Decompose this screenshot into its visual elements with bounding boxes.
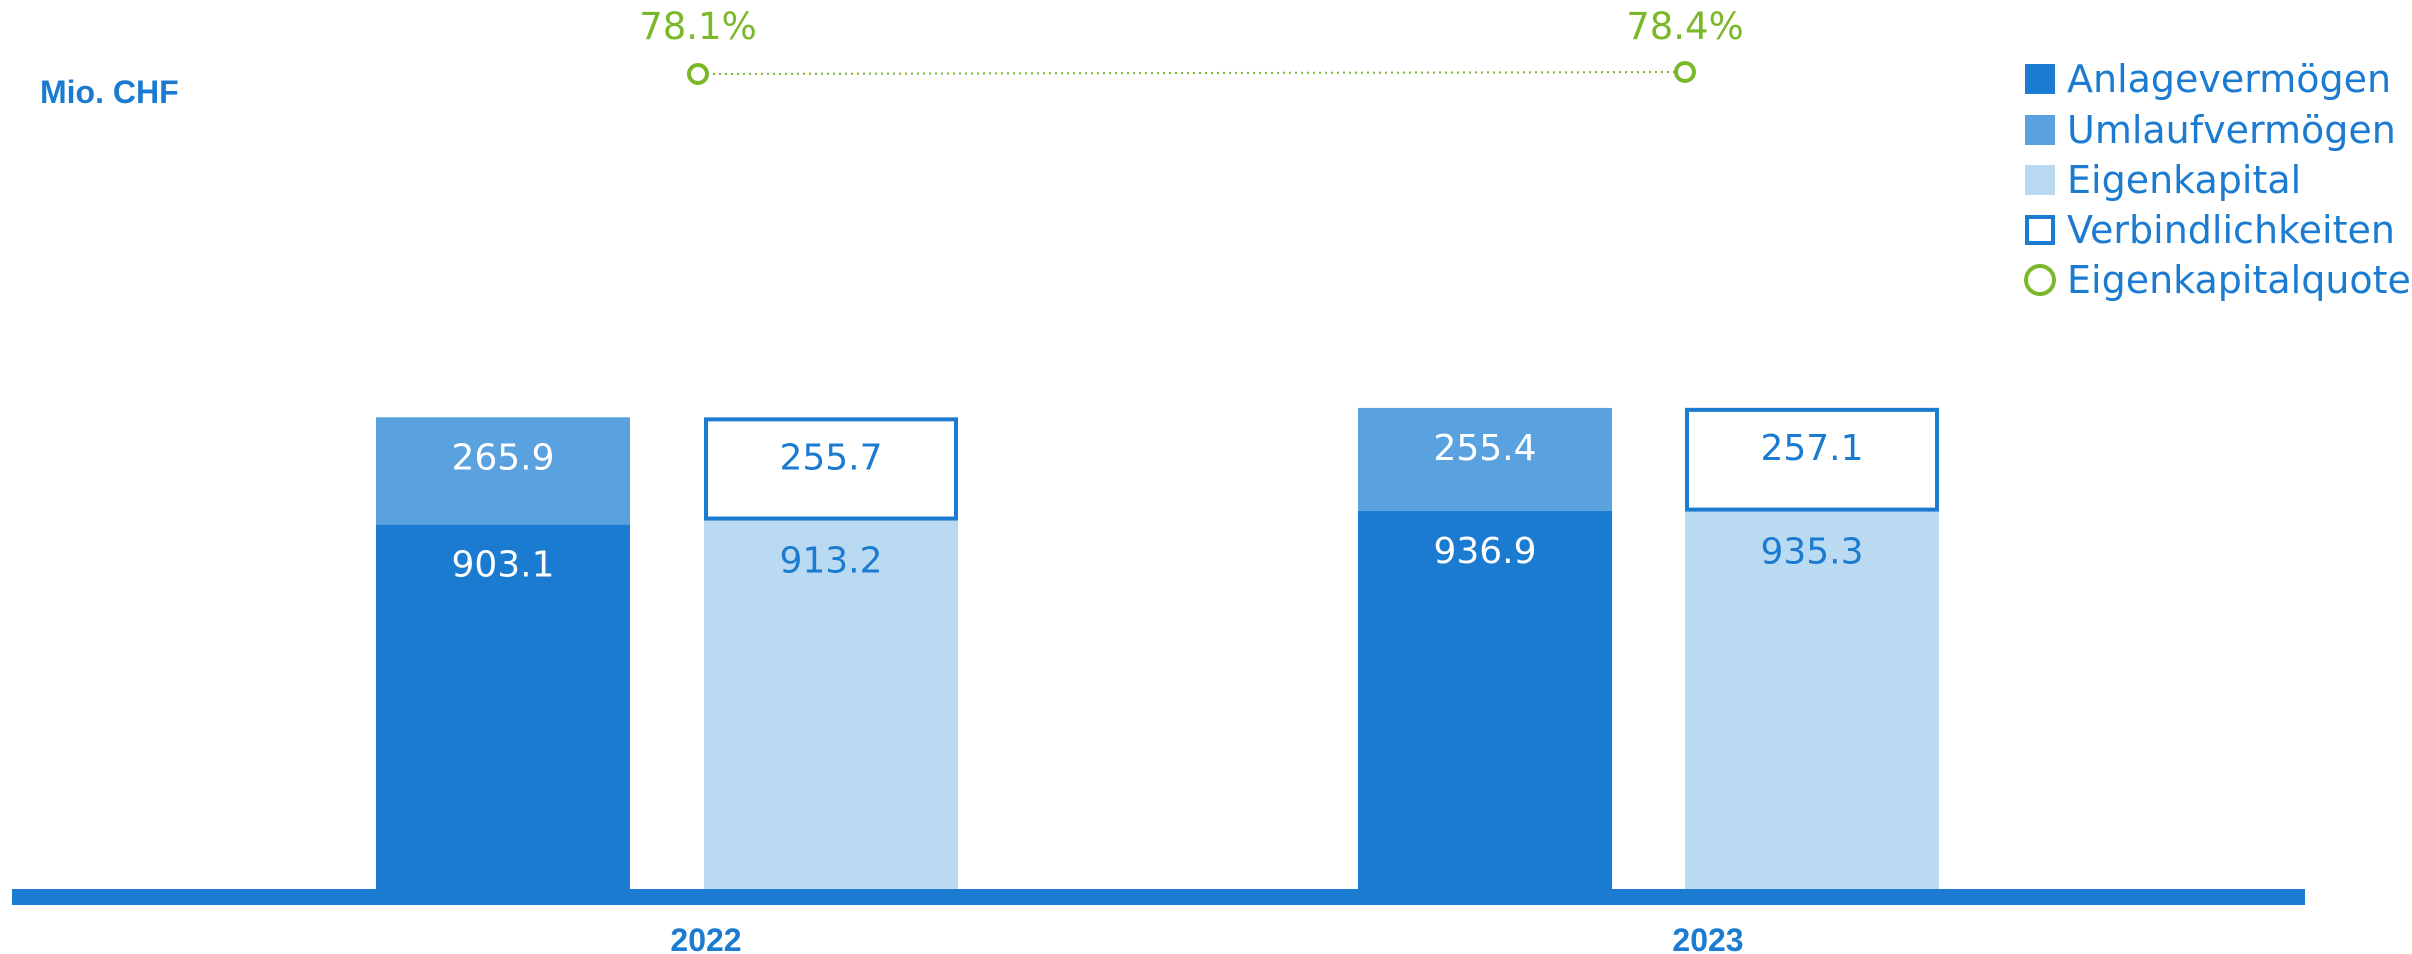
x-tick-label-2023: 2023 <box>1672 922 1743 954</box>
equity-ratio-line <box>706 71 1677 75</box>
bar-verbindlichkeiten-2023 <box>1685 407 1939 512</box>
value-label-eigenkapital-2023: 935.3 <box>1760 532 1863 573</box>
bar-umlaufvermoegen-2023 <box>1358 407 1612 511</box>
value-label-verbindlichkeiten-2022: 255.7 <box>779 437 882 478</box>
legend: Anlagevermögen Umlaufvermögen Eigenkapital… <box>2024 57 2411 302</box>
legend-swatch-eigenkapitalquote <box>2024 264 2056 296</box>
equity-ratio-point-2022 <box>687 63 709 85</box>
value-label-umlaufvermoegen-2022: 265.9 <box>451 437 554 478</box>
equity-ratio-point-2023 <box>1674 61 1696 83</box>
value-label-eigenkapital-2022: 913.2 <box>779 541 882 582</box>
category-labels: 2022 2023 <box>670 922 1743 954</box>
unit-label: Mio. CHF <box>40 74 179 110</box>
value-label-verbindlichkeiten-2023: 257.1 <box>1760 428 1863 469</box>
legend-label-verbindlichkeiten: Verbindlichkeiten <box>2067 208 2395 252</box>
bar-anlagevermoegen-2023 <box>1358 510 1612 889</box>
bar-anlagevermoegen-2022 <box>376 524 630 889</box>
bars-layer: 903.1 265.9 913.2 255.7 936.9 255.4 935.3 257.1 <box>376 407 1939 889</box>
legend-swatch-eigenkapital <box>2025 165 2055 195</box>
equity-ratio-layer: 78.1% 78.4% <box>639 5 1744 85</box>
equity-ratio-label-2023: 78.4% <box>1626 5 1744 48</box>
value-label-anlagevermoegen-2022: 903.1 <box>451 545 554 586</box>
legend-swatch-anlagevermoegen <box>2025 64 2055 94</box>
value-label-umlaufvermoegen-2023: 255.4 <box>1433 428 1536 469</box>
bar-umlaufvermoegen-2022 <box>376 417 630 525</box>
legend-label-eigenkapital: Eigenkapital <box>2067 158 2301 202</box>
bar-verbindlichkeiten-2022 <box>704 417 958 521</box>
x-axis-line <box>12 889 2305 905</box>
equity-ratio-label-2022: 78.1% <box>639 5 757 48</box>
legend-label-eigenkapitalquote: Eigenkapitalquote <box>2067 258 2411 302</box>
legend-swatch-verbindlichkeiten <box>2025 215 2055 245</box>
legend-label-umlaufvermoegen: Umlaufvermögen <box>2067 108 2396 152</box>
value-label-anlagevermoegen-2023: 936.9 <box>1433 531 1536 572</box>
legend-label-anlagevermoegen: Anlagevermögen <box>2067 57 2391 101</box>
bar-eigenkapital-2022 <box>704 520 958 889</box>
legend-swatch-umlaufvermoegen <box>2025 115 2055 145</box>
x-tick-label-2022: 2022 <box>670 922 741 954</box>
bar-eigenkapital-2023 <box>1685 511 1939 889</box>
